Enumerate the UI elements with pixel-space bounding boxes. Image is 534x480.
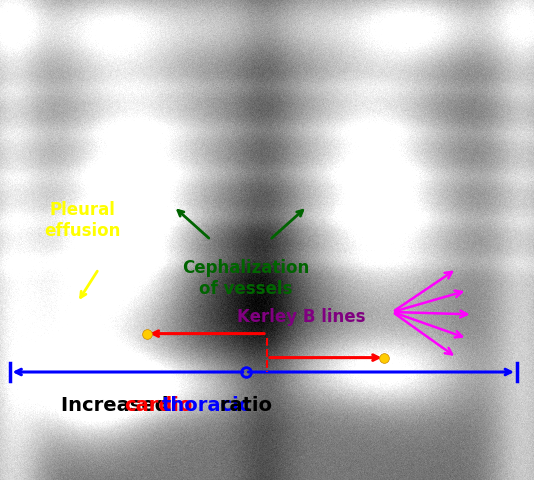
- Text: Cephalization
of vessels: Cephalization of vessels: [182, 259, 309, 298]
- Text: Kerley B lines: Kerley B lines: [238, 308, 366, 326]
- Text: Pleural
effusion: Pleural effusion: [44, 202, 121, 240]
- Text: thoracic: thoracic: [162, 396, 252, 415]
- Text: cardio: cardio: [124, 396, 193, 415]
- Text: ratio: ratio: [213, 396, 272, 415]
- Text: Increased: Increased: [61, 396, 176, 415]
